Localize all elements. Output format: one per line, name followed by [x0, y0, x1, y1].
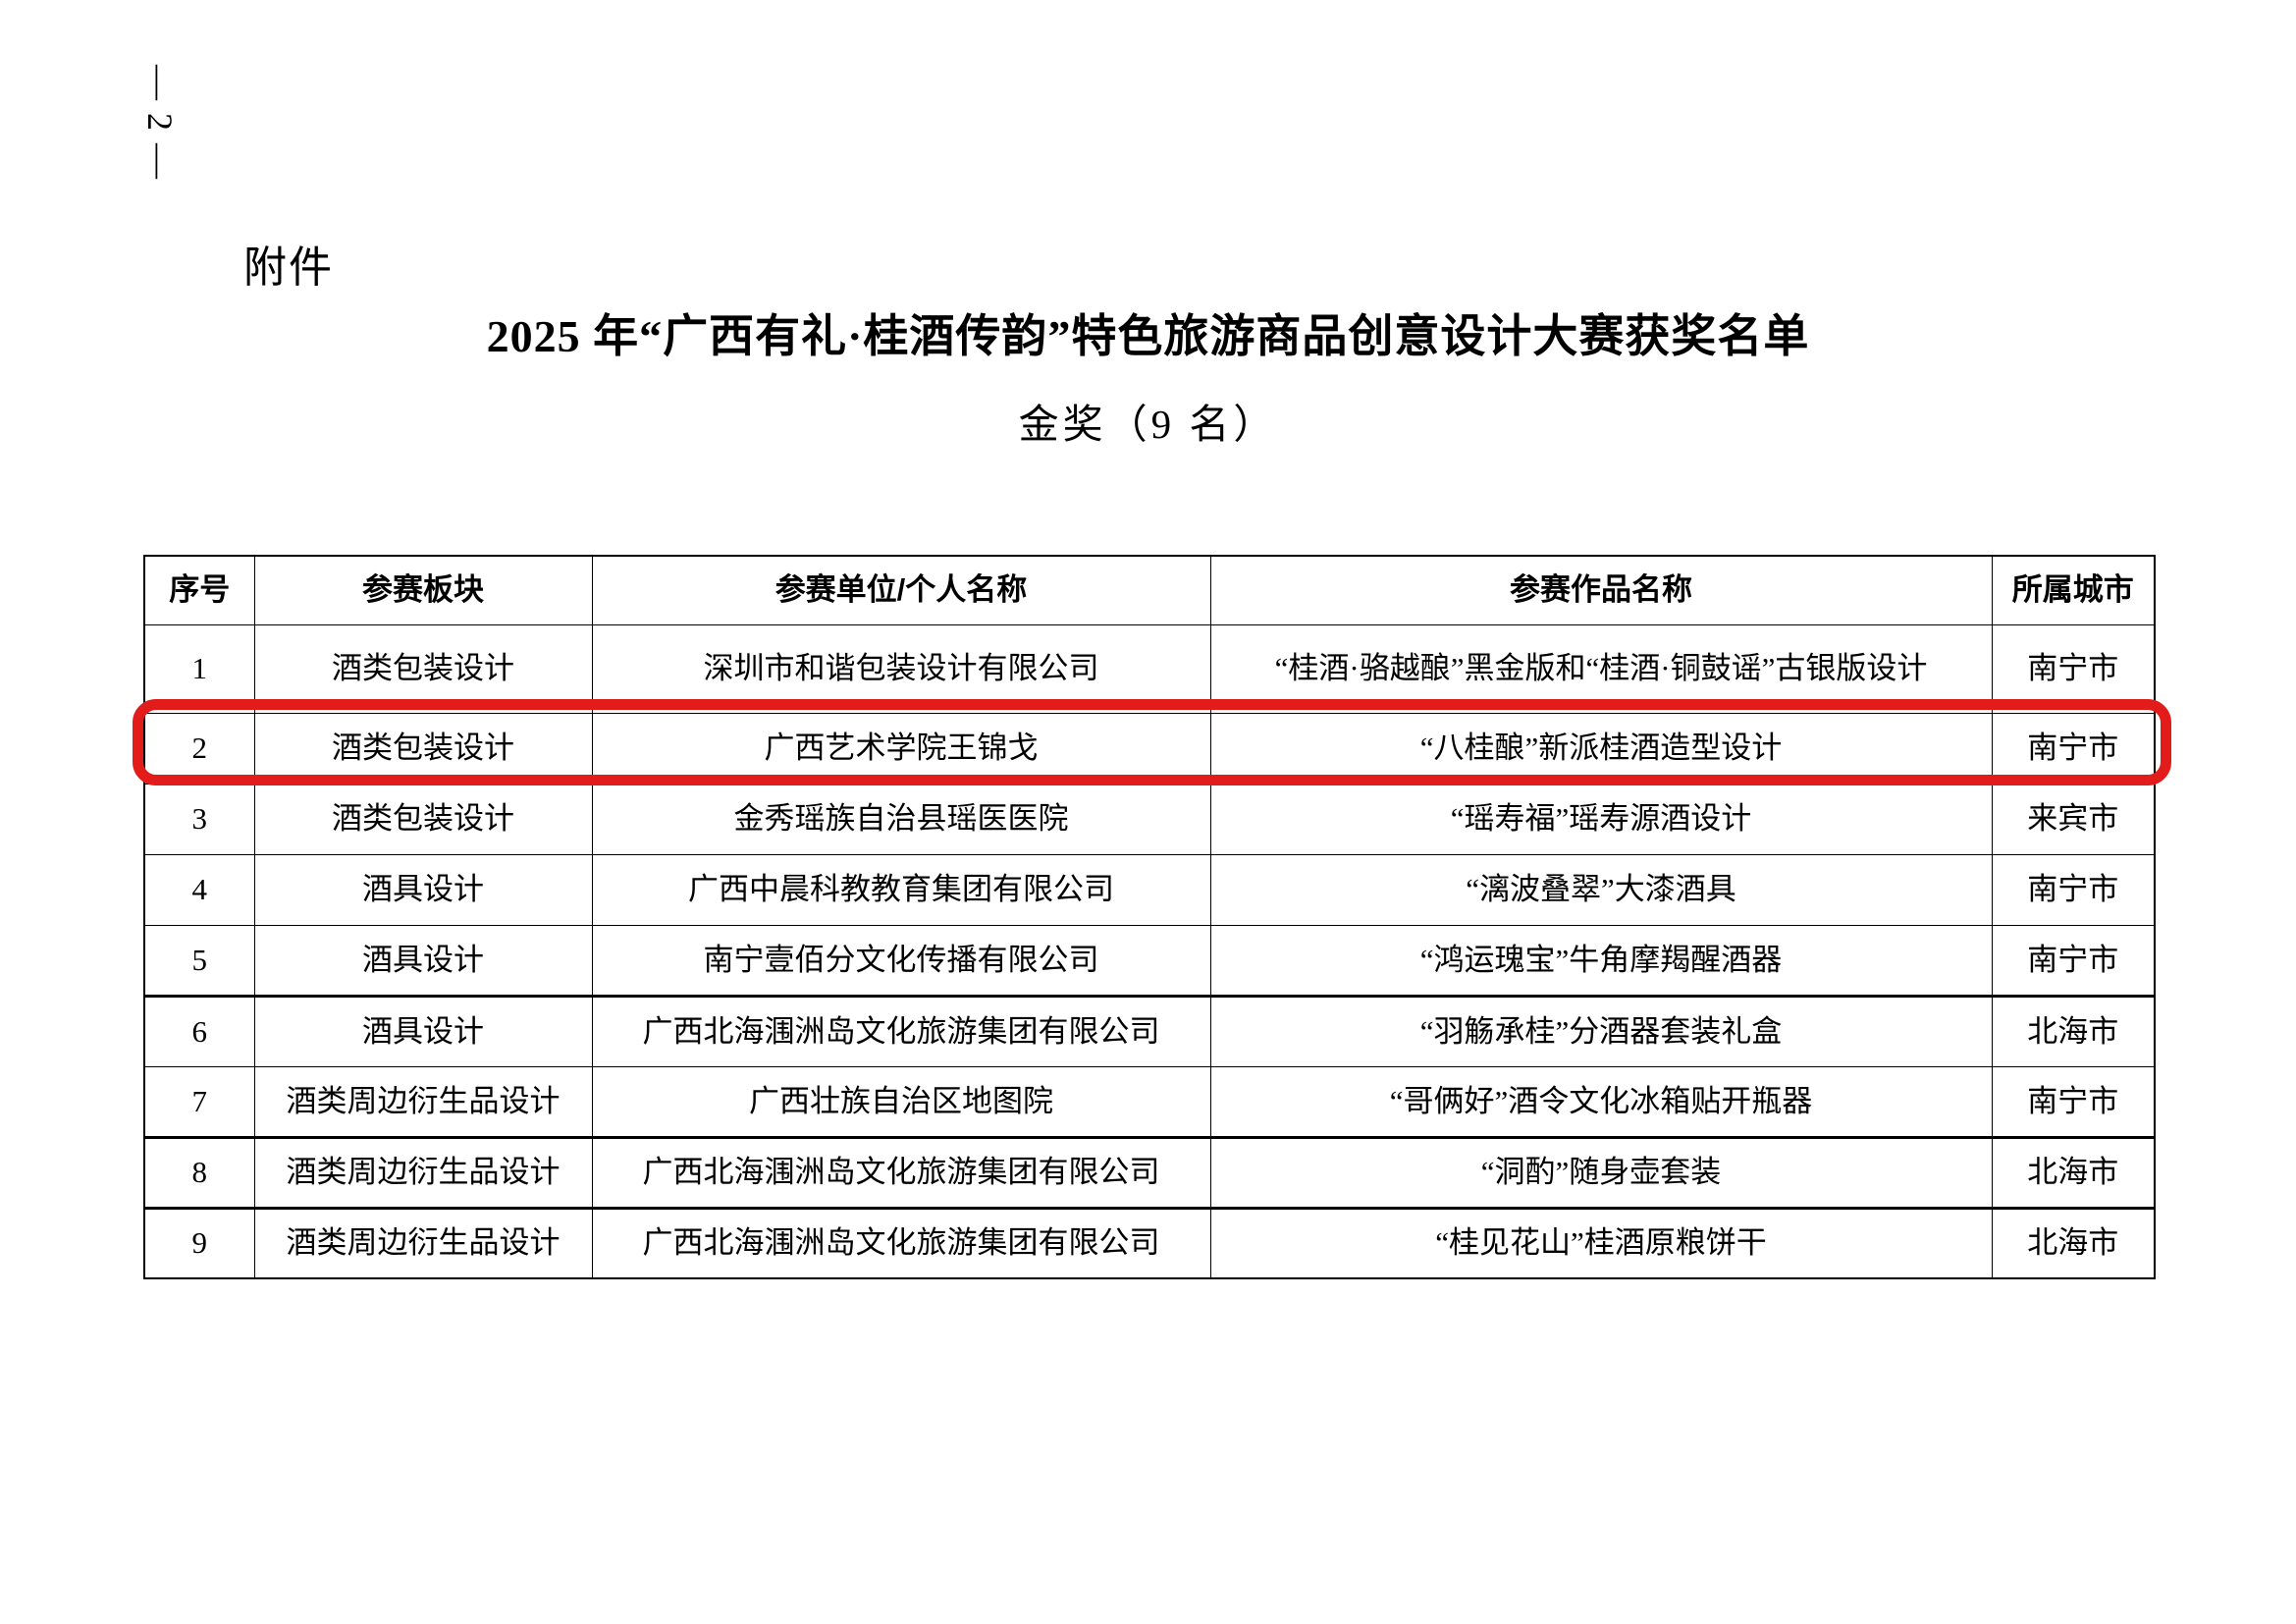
- cell-entrant: 南宁壹佰分文化传播有限公司: [591, 924, 1211, 998]
- cell-work: “鸿运瑰宝”牛角摩羯醒酒器: [1209, 924, 1993, 998]
- cell-index: 8: [143, 1136, 255, 1210]
- cell-index: 4: [143, 853, 255, 926]
- cell-category: 酒具设计: [253, 853, 593, 926]
- col-header-city: 所属城市: [1991, 555, 2156, 625]
- cell-city: 北海市: [1991, 1207, 2156, 1279]
- cell-work: “桂酒·骆越酿”黑金版和“桂酒·铜鼓谣”古银版设计: [1209, 623, 1993, 714]
- cell-category: 酒类周边衍生品设计: [253, 1136, 593, 1210]
- table-row: 1 酒类包装设计 深圳市和谐包装设计有限公司 “桂酒·骆越酿”黑金版和“桂酒·铜…: [143, 623, 2156, 714]
- cell-work: “羽觞承桂”分酒器套装礼盒: [1209, 995, 1993, 1067]
- cell-category: 酒类包装设计: [253, 712, 593, 785]
- cell-entrant: 广西北海涠洲岛文化旅游集团有限公司: [591, 995, 1211, 1067]
- cell-category: 酒类包装设计: [253, 623, 593, 714]
- cell-city: 南宁市: [1991, 712, 2156, 785]
- table-row: 3 酒类包装设计 金秀瑶族自治县瑶医医院 “瑶寿福”瑶寿源酒设计 来宾市: [143, 783, 2156, 855]
- cell-city: 南宁市: [1991, 1065, 2156, 1139]
- cell-city: 南宁市: [1991, 924, 2156, 998]
- cell-index: 9: [143, 1207, 255, 1279]
- col-header-entrant: 参赛单位/个人名称: [591, 555, 1211, 625]
- document-title: 2025 年“广西有礼·桂酒传韵”特色旅游商品创意设计大赛获奖名单: [486, 311, 1810, 361]
- cell-category: 酒具设计: [253, 995, 593, 1067]
- cell-index: 3: [143, 783, 255, 855]
- cell-work: “洞酌”随身壶套装: [1209, 1136, 1993, 1210]
- cell-entrant: 广西北海涠洲岛文化旅游集团有限公司: [591, 1136, 1211, 1210]
- cell-category: 酒具设计: [253, 924, 593, 998]
- attachment-label: 附件: [243, 244, 334, 292]
- table-header-row: 序号 参赛板块 参赛单位/个人名称 参赛作品名称 所属城市: [143, 555, 2156, 625]
- cell-category: 酒类周边衍生品设计: [253, 1065, 593, 1139]
- col-header-category: 参赛板块: [253, 555, 593, 625]
- cell-city: 南宁市: [1991, 853, 2156, 926]
- cell-index: 5: [143, 924, 255, 998]
- cell-city: 北海市: [1991, 995, 2156, 1067]
- table-row: 6 酒具设计 广西北海涠洲岛文化旅游集团有限公司 “羽觞承桂”分酒器套装礼盒 北…: [143, 995, 2156, 1067]
- cell-city: 来宾市: [1991, 783, 2156, 855]
- table-row: 5 酒具设计 南宁壹佰分文化传播有限公司 “鸿运瑰宝”牛角摩羯醒酒器 南宁市: [143, 924, 2156, 998]
- cell-work: “哥俩好”酒令文化冰箱贴开瓶器: [1209, 1065, 1993, 1139]
- awards-table-wrap: 序号 参赛板块 参赛单位/个人名称 参赛作品名称 所属城市 1 酒类包装设计 深…: [133, 555, 2171, 1279]
- cell-entrant: 深圳市和谐包装设计有限公司: [591, 623, 1211, 714]
- cell-city: 南宁市: [1991, 623, 2156, 714]
- cell-work: “八桂酿”新派桂酒造型设计: [1209, 712, 1993, 785]
- table-row: 4 酒具设计 广西中晨科教教育集团有限公司 “漓波叠翠”大漆酒具 南宁市: [143, 853, 2156, 926]
- award-tier-subtitle: 金奖（9 名）: [1018, 402, 1278, 447]
- table-row: 9 酒类周边衍生品设计 广西北海涠洲岛文化旅游集团有限公司 “桂见花山”桂酒原粮…: [143, 1207, 2156, 1279]
- awards-table: 序号 参赛板块 参赛单位/个人名称 参赛作品名称 所属城市 1 酒类包装设计 深…: [143, 555, 2156, 1279]
- table-row: 7 酒类周边衍生品设计 广西壮族自治区地图院 “哥俩好”酒令文化冰箱贴开瓶器 南…: [143, 1065, 2156, 1139]
- cell-index: 1: [143, 623, 255, 714]
- cell-city: 北海市: [1991, 1136, 2156, 1210]
- cell-index: 6: [143, 995, 255, 1067]
- table-row: 8 酒类周边衍生品设计 广西北海涠洲岛文化旅游集团有限公司 “洞酌”随身壶套装 …: [143, 1136, 2156, 1210]
- cell-work: “瑶寿福”瑶寿源酒设计: [1209, 783, 1993, 855]
- cell-work: “漓波叠翠”大漆酒具: [1209, 853, 1993, 926]
- cell-entrant: 广西壮族自治区地图院: [591, 1065, 1211, 1139]
- table-row-highlighted: 2 酒类包装设计 广西艺术学院王锦戈 “八桂酿”新派桂酒造型设计 南宁市: [143, 712, 2156, 785]
- cell-index: 2: [143, 712, 255, 785]
- cell-entrant: 广西北海涠洲岛文化旅游集团有限公司: [591, 1207, 1211, 1279]
- page-number: — 2 —: [140, 65, 180, 181]
- cell-category: 酒类包装设计: [253, 783, 593, 855]
- cell-work: “桂见花山”桂酒原粮饼干: [1209, 1207, 1993, 1279]
- cell-category: 酒类周边衍生品设计: [253, 1207, 593, 1279]
- cell-entrant: 广西中晨科教教育集团有限公司: [591, 853, 1211, 926]
- cell-entrant: 金秀瑶族自治县瑶医医院: [591, 783, 1211, 855]
- col-header-work: 参赛作品名称: [1209, 555, 1993, 625]
- cell-index: 7: [143, 1065, 255, 1139]
- cell-entrant: 广西艺术学院王锦戈: [591, 712, 1211, 785]
- col-header-index: 序号: [143, 555, 255, 625]
